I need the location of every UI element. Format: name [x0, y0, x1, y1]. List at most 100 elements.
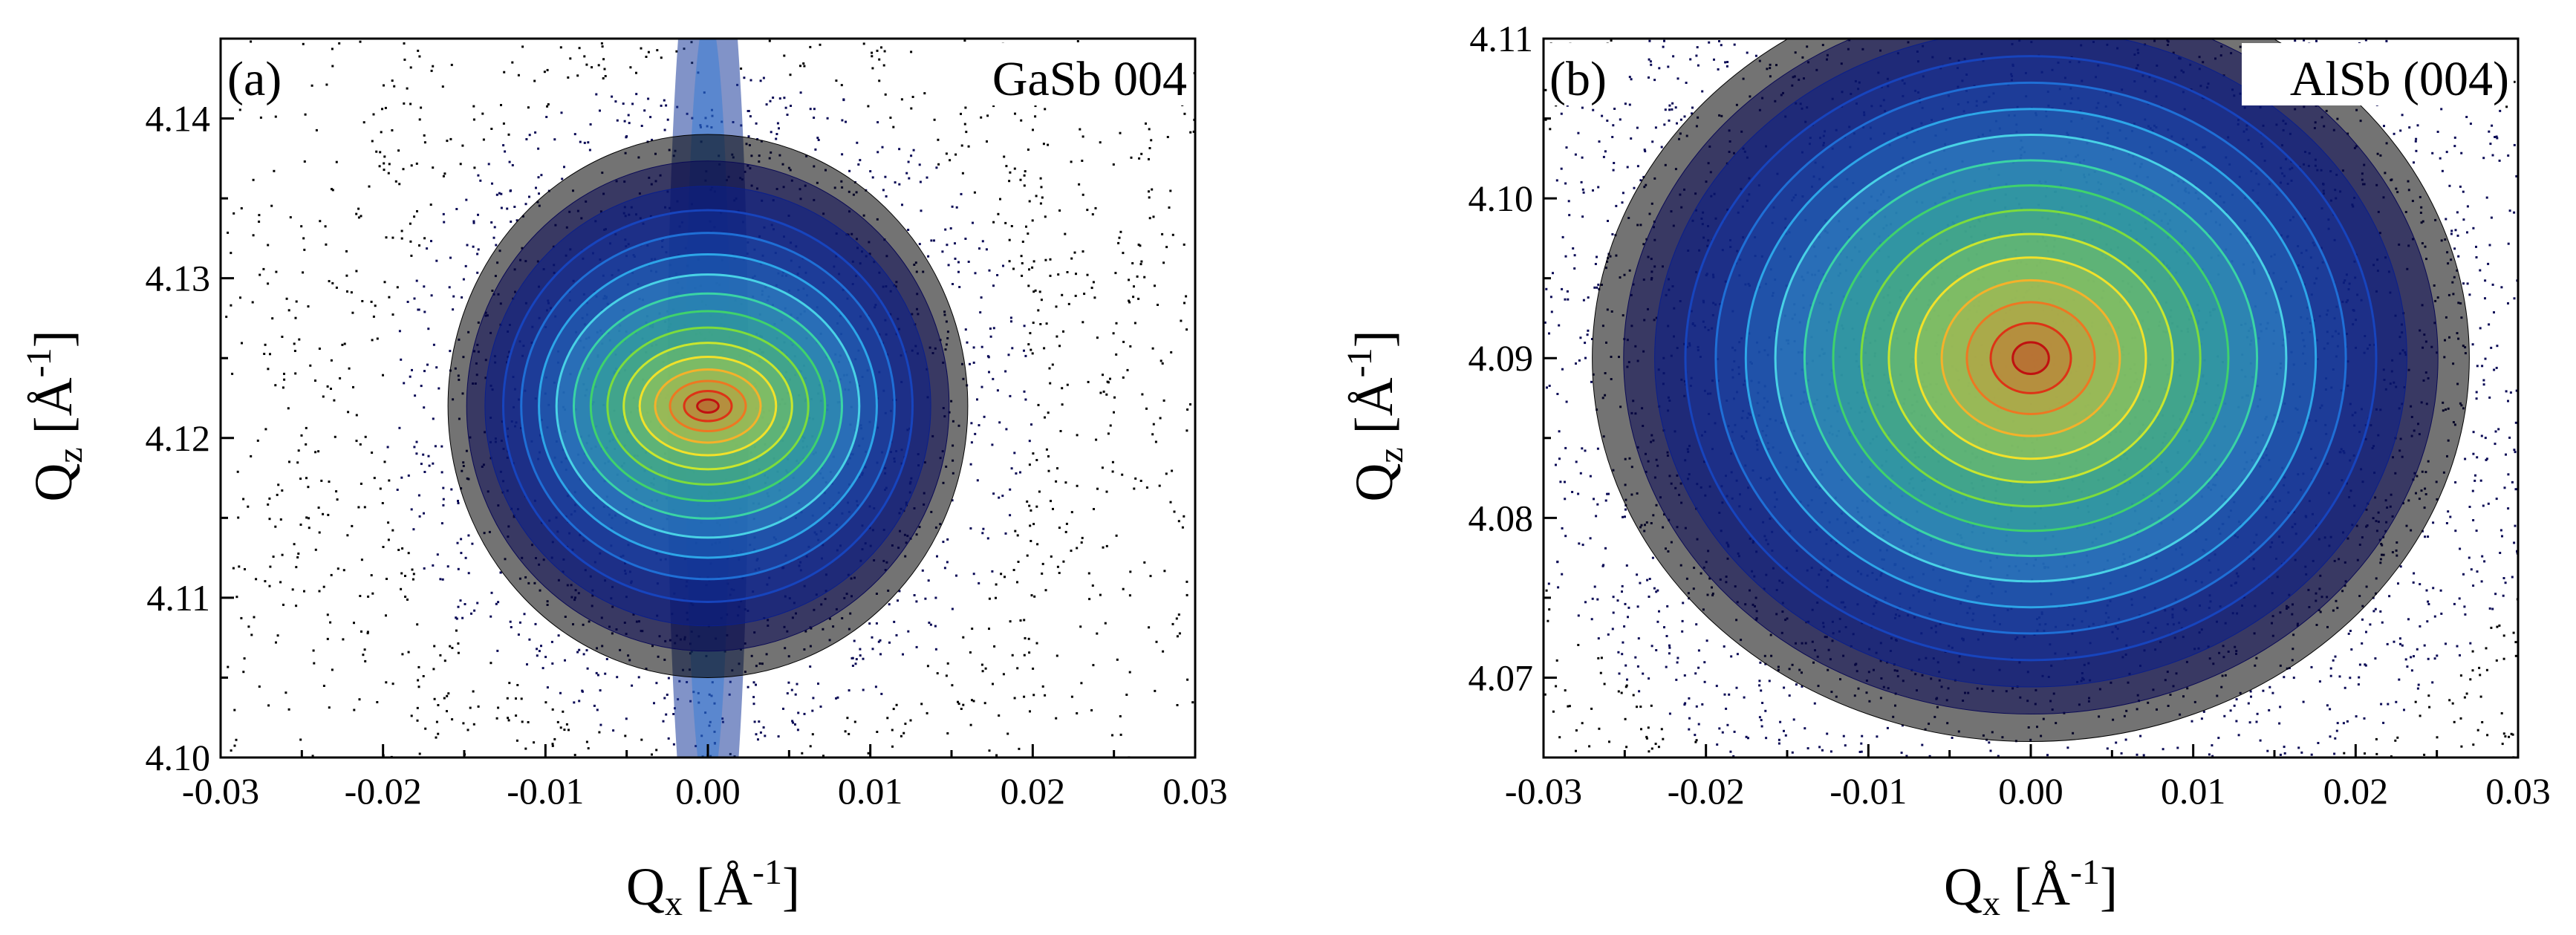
- speckle-point: [622, 102, 625, 105]
- speckle-point: [284, 691, 287, 694]
- speckle-point: [358, 698, 361, 701]
- speckle-point: [989, 335, 992, 338]
- speckle-point: [1024, 170, 1027, 173]
- speckle-point: [1010, 225, 1013, 227]
- speckle-point: [469, 706, 472, 709]
- speckle-point: [2329, 674, 2332, 677]
- speckle-point: [1656, 620, 1659, 623]
- speckle-point: [816, 137, 819, 140]
- speckle-point: [1044, 589, 1047, 592]
- speckle-point: [1593, 286, 1596, 289]
- speckle-point: [892, 708, 895, 711]
- speckle-point: [258, 214, 261, 217]
- speckle-point: [1111, 734, 1113, 737]
- speckle-point: [2500, 286, 2503, 289]
- speckle-point: [283, 378, 286, 381]
- speckle-point: [481, 112, 484, 115]
- speckle-point: [1045, 448, 1048, 451]
- speckle-point: [786, 692, 789, 695]
- speckle-point: [360, 482, 362, 485]
- speckle-point: [435, 736, 438, 739]
- speckle-point: [1660, 146, 1663, 149]
- speckle-point: [764, 734, 767, 737]
- speckle-point: [322, 685, 325, 687]
- speckle-point: [783, 54, 786, 57]
- speckle-point: [1668, 652, 1671, 655]
- speckle-point: [442, 486, 445, 489]
- speckle-point: [1023, 654, 1026, 657]
- speckle-point: [1564, 182, 1567, 185]
- speckle-point: [281, 553, 284, 556]
- speckle-point: [313, 662, 316, 665]
- speckle-point: [287, 407, 290, 410]
- speckle-point: [2329, 708, 2332, 711]
- speckle-point: [345, 274, 348, 277]
- speckle-point: [1105, 490, 1108, 493]
- speckle-point: [1171, 233, 1174, 236]
- speckle-point: [1009, 171, 1012, 174]
- speckle-point: [1591, 597, 1594, 600]
- speckle-point: [312, 649, 315, 652]
- speckle-point: [387, 521, 390, 524]
- speckle-point: [934, 648, 937, 651]
- speckle-point: [2255, 720, 2258, 723]
- speckle-point: [907, 229, 910, 231]
- speckle-point: [597, 64, 600, 67]
- speckle-point: [2507, 154, 2510, 157]
- speckle-point: [884, 175, 887, 178]
- speckle-point: [407, 552, 410, 555]
- speckle-point: [1104, 622, 1107, 625]
- speckle-point: [1584, 601, 1587, 604]
- speckle-point: [507, 719, 510, 722]
- speckle-point: [2406, 665, 2409, 668]
- speckle-point: [534, 131, 537, 134]
- speckle-point: [383, 84, 385, 87]
- speckle-point: [891, 729, 894, 732]
- speckle-point: [1029, 332, 1032, 335]
- speckle-point: [2433, 657, 2436, 660]
- speckle-point: [305, 516, 308, 519]
- speckle-point: [1701, 703, 1704, 706]
- speckle-point: [319, 220, 322, 223]
- speckle-point: [250, 633, 253, 636]
- speckle-point: [273, 169, 276, 172]
- speckle-point: [333, 399, 336, 402]
- speckle-point: [902, 653, 904, 656]
- speckle-point: [969, 527, 972, 530]
- speckle-point: [1115, 322, 1118, 325]
- speckle-point: [515, 714, 518, 717]
- speckle-point: [1697, 666, 1700, 669]
- speckle-point: [446, 694, 449, 697]
- speckle-point: [1140, 260, 1143, 263]
- speckle-point: [351, 311, 354, 314]
- speckle-point: [357, 207, 360, 210]
- speckle-point: [437, 732, 440, 735]
- speckle-point: [443, 172, 446, 175]
- speckle-point: [1708, 41, 1711, 44]
- speckle-point: [295, 566, 298, 569]
- speckle-point: [936, 555, 938, 558]
- speckle-point: [364, 659, 367, 662]
- speckle-point: [878, 58, 881, 61]
- speckle-point: [586, 667, 589, 670]
- speckle-point: [2513, 541, 2516, 544]
- speckle-point: [2466, 282, 2469, 285]
- speckle-point: [1596, 598, 1599, 601]
- speckle-point: [350, 291, 353, 294]
- speckle-point: [888, 641, 891, 644]
- speckle-point: [237, 516, 240, 519]
- speckle-point: [1634, 656, 1637, 659]
- speckle-point: [420, 106, 423, 109]
- speckle-point: [279, 518, 282, 521]
- speckle-point: [957, 703, 960, 706]
- speckle-point: [465, 198, 468, 201]
- speckle-point: [2471, 489, 2474, 492]
- speckle-point: [835, 697, 838, 700]
- speckle-point: [934, 625, 937, 628]
- speckle-point: [762, 76, 765, 79]
- speckle-point: [509, 620, 512, 623]
- speckle-point: [1133, 322, 1136, 325]
- speckle-point: [267, 244, 270, 247]
- speckle-point: [314, 451, 317, 454]
- speckle-point: [274, 115, 277, 118]
